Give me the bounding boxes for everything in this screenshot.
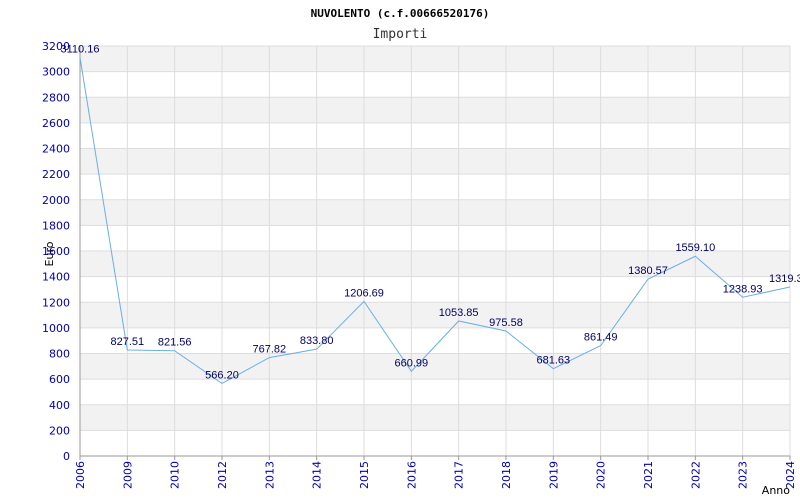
x-tick-label: 2016 [405,461,418,489]
x-tick-label: 2017 [453,461,466,489]
y-tick-label: 2200 [42,168,70,181]
data-label: 566.20 [205,369,239,381]
x-tick-label: 2021 [642,461,655,489]
data-label: 1319.32 [769,273,800,285]
grid-band [80,353,790,380]
chart-title: NUVOLENTO (c.f.00666520176) [311,7,490,20]
grid-band [80,404,790,431]
data-label: 1559.10 [675,242,715,254]
y-axis-label: Euro [43,241,56,266]
data-label: 833.80 [300,335,334,347]
y-tick-label: 600 [49,373,70,386]
y-tick-label: 1800 [42,219,70,232]
x-tick-label: 2006 [74,461,87,489]
x-axis-label: Anno [762,484,790,497]
data-label: 1238.93 [723,283,763,295]
y-tick-label: 2600 [42,117,70,130]
grid-band [80,174,790,200]
data-label: 1380.57 [628,265,668,277]
y-tick-label: 1400 [42,271,70,284]
chart-subtitle: Importi [373,27,428,42]
x-axis-ticks: 2006 2009 2010 2012 2013 2014 2015 2016 2017 2018… [74,456,797,489]
x-tick-label: 2010 [169,461,182,489]
x-tick-label: 2024 [784,461,797,489]
data-label: 1206.69 [344,287,384,299]
x-tick-label: 2015 [358,461,371,489]
y-tick-label: 800 [49,348,70,361]
plot-bands [79,45,791,457]
grid-band [80,251,790,277]
data-label: 681.63 [537,355,571,367]
data-label: 821.56 [158,337,192,349]
series-line [79,57,791,385]
x-tick-label: 2018 [500,461,513,489]
y-tick-label: 1000 [42,322,70,335]
grid-band [80,97,790,123]
grid-band [80,430,790,456]
grid-band [80,46,790,72]
y-tick-label: 1600 [42,245,70,258]
y-tick-label: 0 [63,450,70,463]
grid-band [80,379,790,405]
x-tick-label: 2013 [263,461,276,489]
grid-band [80,148,790,175]
data-label: 3110.16 [61,44,100,56]
y-tick-label: 3200 [42,40,70,53]
x-tick-label: 2009 [121,461,134,489]
y-axis-ticks: 0 200 400 600 800 1000 1200 1400 1600 1800 2000 220… [42,40,70,463]
y-tick-label: 1200 [42,296,70,309]
x-tick-label: 2012 [216,461,229,489]
data-labels: 3110.16 827.51 821.56 566.20 767.82 833.80 120… [61,44,800,382]
grid-band [80,199,790,226]
data-label: 1053.85 [439,307,479,319]
data-label: 660.99 [395,357,429,369]
grid-band [80,71,790,98]
x-tick-label: 2023 [737,461,750,489]
data-label: 861.49 [584,332,618,344]
y-tick-label: 400 [49,399,70,412]
grid-band [80,276,790,303]
data-label: 975.58 [489,317,523,329]
y-tick-label: 2000 [42,194,70,207]
grid-band [80,122,790,149]
y-tick-label: 3000 [42,66,70,79]
x-tick-label: 2014 [311,461,324,489]
grid-band [80,302,790,328]
y-tick-label: 200 [49,424,70,437]
data-label: 827.51 [111,336,145,348]
x-tick-label: 2020 [595,461,608,489]
y-tick-label: 2400 [42,143,70,156]
data-label: 767.82 [253,344,287,356]
y-tick-label: 2800 [42,91,70,104]
x-tick-label: 2022 [689,461,702,489]
grid-band [80,327,790,354]
x-tick-label: 2019 [547,461,560,489]
grid-band [80,225,790,251]
